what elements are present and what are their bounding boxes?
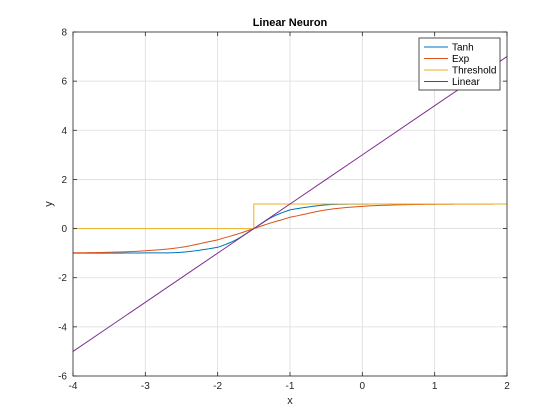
y-tick-label: 0 — [61, 224, 67, 235]
x-tick-label: -4 — [69, 381, 78, 392]
x-tick-label: -1 — [286, 381, 295, 392]
legend-label-exp: Exp — [452, 54, 470, 65]
y-tick-label: -6 — [58, 372, 67, 383]
series-line-linear — [72, 56, 508, 352]
y-tick-label: -4 — [58, 322, 67, 333]
y-tick-label: 6 — [61, 77, 67, 88]
x-tick-label: 2 — [504, 381, 510, 392]
legend-label-tanh: Tanh — [452, 43, 474, 54]
series-line-threshold — [73, 203, 507, 230]
x-tick-label: -3 — [141, 381, 150, 392]
y-axis-label: y — [43, 201, 55, 207]
y-tick-label: 2 — [61, 175, 67, 186]
legend-label-linear: Linear — [452, 77, 480, 88]
x-tick-label: 0 — [360, 381, 366, 392]
y-tick-label: 8 — [61, 28, 67, 39]
chart-title: Linear Neuron — [253, 17, 328, 29]
x-tick-label: -2 — [213, 381, 222, 392]
x-axis-label: x — [287, 395, 293, 407]
y-tick-label: 4 — [61, 126, 67, 137]
y-tick-label: -2 — [58, 273, 67, 284]
series-group — [72, 56, 508, 352]
x-tick-label: 1 — [432, 381, 438, 392]
legend-label-threshold: Threshold — [452, 66, 496, 77]
